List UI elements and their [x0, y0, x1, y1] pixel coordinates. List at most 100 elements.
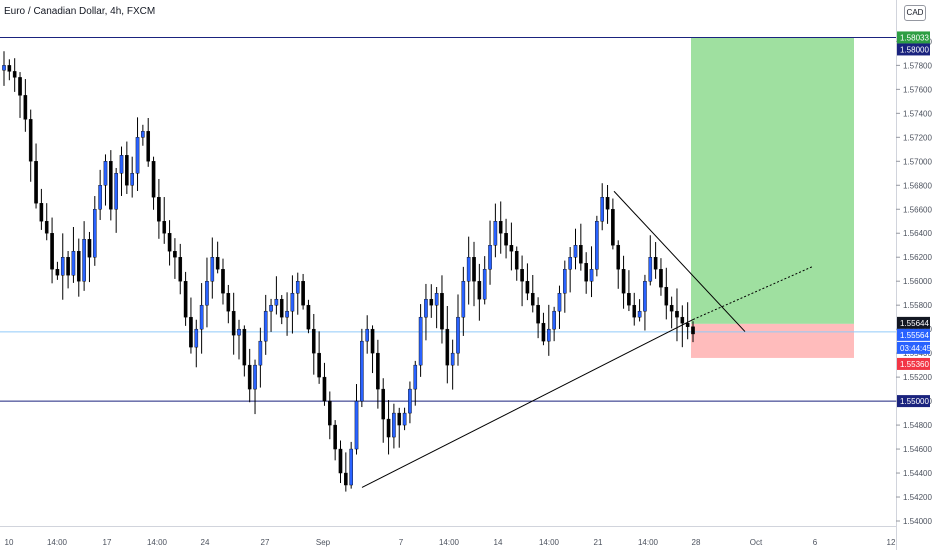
bull-candle [103, 161, 108, 186]
bull-candle [269, 304, 273, 312]
stop-zone [691, 323, 854, 358]
y-tick-label: 1.54000 [903, 517, 932, 526]
bull-candle [82, 239, 86, 282]
bull-candle [205, 280, 209, 306]
bull-candle [461, 280, 466, 318]
bear-candle [616, 245, 621, 270]
y-tick-label: 1.56400 [903, 229, 932, 238]
bull-candle [466, 257, 471, 282]
y-tick-label: 1.54600 [903, 445, 932, 454]
bear-candle [247, 364, 252, 390]
bear-candle [541, 322, 546, 342]
y-tick-label: 1.56600 [903, 205, 932, 214]
bull-candle [434, 292, 439, 306]
bull-candle [648, 257, 653, 282]
bear-candle [76, 251, 81, 282]
y-tick-label: 1.55800 [903, 301, 932, 310]
bull-candle [563, 269, 567, 294]
bear-candle [18, 77, 22, 96]
x-tick-label: 27 [261, 538, 270, 547]
bear-candle [146, 131, 151, 162]
x-tick-label: 28 [692, 538, 701, 547]
bull-candle [60, 257, 65, 276]
bear-candle [109, 161, 113, 210]
bear-candle [226, 292, 231, 312]
bear-candle [691, 326, 695, 335]
bull-candle [237, 328, 241, 336]
bull-candle [114, 173, 118, 210]
y-tick-label: 1.56800 [903, 181, 932, 190]
descending-trendline [613, 190, 746, 332]
bear-candle [386, 418, 391, 438]
bull-candle [643, 280, 647, 312]
bear-candle [333, 424, 337, 450]
bear-candle [279, 298, 284, 318]
bull-candle [135, 137, 140, 174]
bull-candle [637, 310, 642, 318]
bull-candle [360, 340, 364, 402]
bear-candle [685, 322, 690, 327]
bear-candle [173, 251, 177, 258]
bear-candle [370, 328, 375, 354]
stop-price-tag: 1.55360 [900, 360, 929, 369]
stop-price-tag-bg [897, 357, 930, 370]
bear-candle [669, 304, 674, 312]
upper-level-tag: 1.58000 [900, 45, 929, 54]
current-price-tag-bg [897, 328, 930, 341]
bear-candle [55, 269, 60, 276]
current-price-tag: 1.55564 [900, 331, 929, 340]
y-tick-label: 1.56000 [903, 277, 932, 286]
bear-candle [536, 304, 540, 324]
bull-candle [119, 155, 124, 174]
bull-candle [408, 388, 412, 414]
bear-candle [477, 280, 482, 300]
target-zone [691, 37, 854, 324]
bear-candle [397, 412, 402, 426]
bull-candle [210, 257, 215, 282]
bull-candle [482, 269, 487, 300]
bull-candle [295, 280, 300, 294]
bear-candle [221, 269, 225, 294]
x-tick-label: 14 [494, 538, 503, 547]
x-tick-label: 6 [813, 538, 818, 547]
bear-candle [627, 292, 631, 306]
bear-candle [498, 221, 503, 234]
bull-candle [354, 400, 359, 450]
chart-background [0, 0, 897, 550]
bear-candle [28, 119, 33, 162]
bear-candle [7, 65, 12, 72]
time-axis: 10 14:00 17 14:00 24 27 Sep 7 14:00 14 14:00 21 14:0… [5, 538, 896, 547]
currency-button[interactable]: CAD [904, 5, 926, 21]
candles [2, 51, 695, 492]
bull-candle [274, 298, 279, 306]
bear-candle [23, 95, 28, 120]
x-tick-label: 7 [399, 538, 404, 547]
y-tick-label: 1.54800 [903, 421, 932, 430]
x-tick-label: 10 [5, 538, 14, 547]
x-tick-label: Sep [316, 538, 331, 547]
bull-candle [365, 328, 369, 342]
bear-candle [301, 280, 305, 306]
drawings[interactable] [361, 190, 813, 488]
bear-candle [162, 221, 167, 234]
price-axis: 1.58000 1.57800 1.57600 1.57400 1.57200 1.570… [896, 37, 932, 526]
bear-candle [653, 257, 658, 270]
bear-candle [157, 197, 161, 222]
x-tick-label: 14:00 [638, 538, 659, 547]
support-trendline [361, 319, 694, 488]
symbol-title: Euro / Canadian Dollar, 4h, FXCM [4, 6, 156, 17]
bear-candle [151, 161, 156, 198]
bear-candle [231, 310, 236, 336]
bear-candle [514, 251, 519, 270]
bear-candle [39, 203, 44, 222]
bull-candle [573, 245, 578, 258]
x-tick-label: 17 [103, 538, 112, 547]
bull-candle [568, 257, 572, 270]
price-tags: 1.58033 1.58000 1.55644 1.55564 03:44:45 1.55… [897, 31, 932, 408]
bear-candle [530, 292, 535, 306]
target-price-tag: 1.58033 [900, 33, 929, 42]
bull-candle [557, 292, 562, 312]
bear-candle [322, 376, 327, 402]
x-tick-label: 24 [201, 538, 210, 547]
